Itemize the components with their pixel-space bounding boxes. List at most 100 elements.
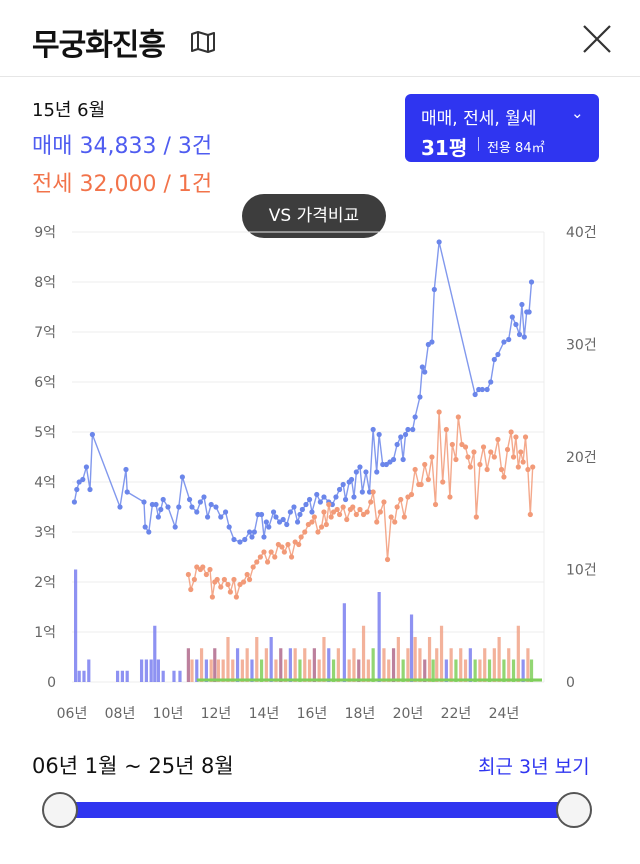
divider: [478, 137, 479, 151]
sale-price-point: [422, 369, 428, 375]
sale-price-point: [155, 514, 161, 520]
sale-price-point: [348, 476, 355, 483]
volume-bar: [473, 659, 477, 682]
volume-bar: [317, 659, 321, 682]
y-tick-label-left: 3억: [34, 525, 56, 541]
volume-bar: [391, 648, 396, 682]
rent-price-point: [388, 514, 394, 520]
volume-bar: [279, 648, 283, 682]
volume-bar: [336, 648, 340, 682]
sale-price-point: [476, 386, 482, 393]
rent-price-point: [221, 576, 227, 583]
rent-price-point: [302, 529, 308, 535]
rent-price-point: [495, 436, 501, 443]
volume-bar: [401, 659, 405, 682]
y-tick-label-left: 2억: [34, 575, 56, 591]
rent-price-point: [527, 511, 533, 518]
rent-price-point: [257, 554, 263, 560]
rent-price-point: [321, 509, 327, 515]
volume-bar: [87, 659, 91, 682]
close-icon[interactable]: [580, 22, 614, 56]
price-chart[interactable]: 0 1억 2억 3억 4억 5억 6억 7억 8억 9억 0 10건 20건 30건 40건 06년 08년 10…: [0, 200, 640, 730]
sale-price-point: [417, 394, 423, 400]
sale-price-point: [261, 534, 267, 540]
volume-bar: [502, 659, 506, 682]
rent-price-point: [370, 489, 376, 495]
range-slider-end-handle[interactable]: [556, 792, 592, 828]
map-icon[interactable]: [190, 30, 216, 54]
rent-price-point: [510, 454, 517, 460]
sale-price-point: [314, 491, 320, 498]
sale-price-point: [380, 461, 386, 468]
sale-price-point: [71, 499, 77, 505]
volume-bar: [352, 648, 356, 682]
rent-price-point: [200, 564, 206, 570]
volume-bar: [459, 648, 463, 682]
chevron-down-icon: ⌄: [571, 104, 584, 122]
sale-price-point: [270, 509, 277, 515]
rent-price-point: [214, 576, 220, 583]
volume-bar: [423, 659, 427, 682]
sale-price-point: [491, 356, 497, 363]
rent-price-point: [318, 524, 325, 530]
sale-price-point: [436, 239, 442, 245]
sale-price-point: [390, 456, 397, 463]
volume-bar: [77, 670, 81, 682]
rent-price-point: [530, 464, 536, 470]
range-slider-start-handle[interactable]: [42, 792, 78, 828]
vs-compare-button[interactable]: VS 가격비교: [242, 194, 386, 238]
rent-price-point: [191, 576, 197, 583]
range-slider-track[interactable]: [58, 802, 574, 818]
volume-bar: [307, 659, 312, 682]
rent-price-point: [336, 511, 343, 518]
volume-bar: [209, 659, 213, 682]
rent-price-point: [296, 541, 302, 548]
sale-price-point: [321, 494, 327, 500]
rent-price-point: [498, 466, 505, 473]
rent-price-point: [408, 491, 415, 498]
sale-price-point: [141, 499, 147, 505]
rent-price-point: [422, 461, 428, 468]
sale-price-point: [89, 431, 95, 438]
volume-bar: [264, 648, 268, 682]
rent-price-point: [418, 481, 424, 488]
sale-price-point: [394, 441, 400, 448]
rent-price-point: [488, 449, 494, 455]
rent-price-point: [298, 534, 304, 540]
sale-price-line: [73, 241, 533, 543]
sale-price-point: [123, 466, 129, 473]
sale-price-point: [528, 279, 535, 285]
sale-price-point: [165, 504, 171, 510]
volume-bar: [521, 659, 525, 682]
volume-bar: [409, 614, 414, 682]
rent-price-point: [513, 434, 519, 440]
volume-bar: [487, 659, 492, 682]
sale-price-point: [519, 301, 525, 308]
rent-price-point: [334, 506, 340, 513]
rent-price-point: [203, 571, 209, 578]
rent-price-point: [340, 504, 346, 510]
rent-price-point: [364, 509, 370, 515]
recent-3-years-button[interactable]: 최근 3년 보기: [478, 756, 590, 778]
volume-bar: [312, 648, 316, 682]
y-tick-label-left: 8억: [34, 275, 56, 291]
sale-price-point: [472, 391, 478, 398]
rent-price-point: [244, 571, 250, 578]
sale-price-point: [176, 504, 182, 510]
volume-bar: [269, 637, 273, 682]
rent-price-point: [480, 444, 487, 450]
rent-price-point: [473, 514, 479, 520]
volume-bar: [259, 659, 264, 682]
sale-price-point: [284, 521, 290, 528]
volume-bar: [213, 648, 217, 682]
volume-bar: [231, 659, 235, 682]
volume-bar: [303, 648, 307, 682]
trade-type-filter-button[interactable]: 매매, 전세, 월세 ⌄ 31평 전용 84㎡: [405, 94, 599, 162]
sale-price-point: [74, 486, 80, 493]
volume-bar: [216, 659, 220, 682]
sale-price-point: [189, 504, 195, 510]
sale-price-point: [249, 534, 255, 540]
sale-price-point: [172, 524, 178, 530]
rent-price-point: [254, 559, 260, 565]
sale-price-point: [280, 516, 286, 523]
